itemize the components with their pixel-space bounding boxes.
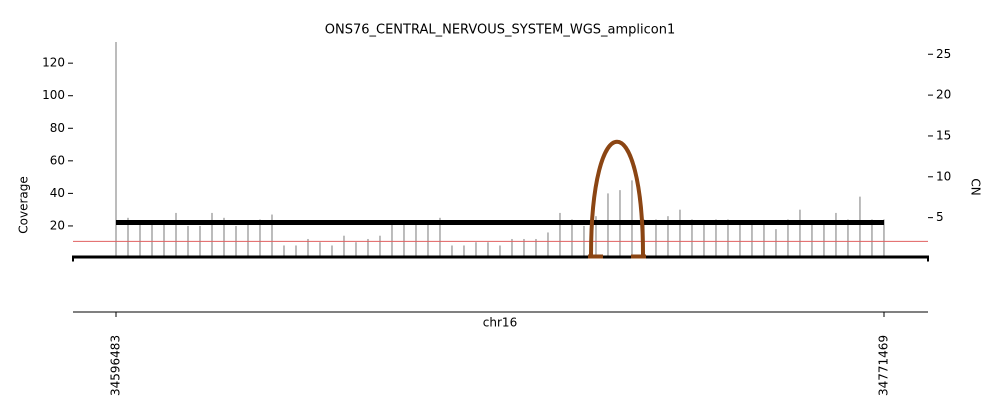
breakpoint-arc <box>589 140 646 257</box>
y-axis-label: Coverage <box>17 176 31 234</box>
y-tick-label: 20 <box>50 218 65 232</box>
x-tick-label: 34771469 <box>877 335 891 396</box>
y2-axis-label: CN <box>969 178 983 195</box>
chart-title: ONS76_CENTRAL_NERVOUS_SYSTEM_WGS_amplico… <box>325 23 676 38</box>
y2-tick-label: 15 <box>936 128 951 142</box>
x-tick-label: 34596483 <box>109 335 123 396</box>
y-tick-label: 100 <box>42 88 65 102</box>
y-tick-label: 120 <box>42 56 65 70</box>
y-tick-label: 80 <box>50 121 65 135</box>
y2-tick-label: 20 <box>936 88 951 102</box>
y2-tick-label: 5 <box>936 210 944 224</box>
y-tick-label: 40 <box>50 186 65 200</box>
y-tick-label: 60 <box>50 153 65 167</box>
x-axis-label: chr16 <box>483 316 517 330</box>
y2-tick-label: 25 <box>936 47 951 61</box>
y2-tick-label: 10 <box>936 169 951 183</box>
